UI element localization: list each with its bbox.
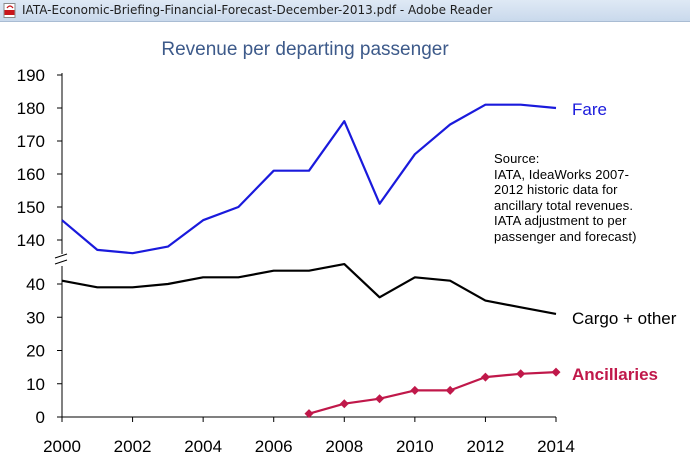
window-titlebar: IATA-Economic-Briefing-Financial-Forecas…: [0, 0, 690, 22]
chart-axes: 140 150 160 170 180 190 0 10 20 30 40 2000 2002 2004 2…: [17, 66, 575, 456]
axis-break-mark: [54, 259, 68, 265]
x-tick-label: 2006: [255, 437, 293, 456]
y-tick-label: 30: [26, 308, 45, 327]
y-tick-label: 40: [26, 275, 45, 294]
series-line-cargo: [61, 263, 557, 315]
x-tick-label: 2008: [325, 437, 363, 456]
source-note-line: IATA adjustment to per: [494, 213, 627, 228]
y-tick-label: 150: [17, 198, 45, 217]
y-tick-label: 180: [17, 99, 45, 118]
y-tick-label: 160: [17, 165, 45, 184]
x-tick-label: 2014: [537, 437, 575, 456]
data-point-ancillaries: [375, 394, 385, 404]
series-label-fare: Fare: [572, 100, 607, 119]
y-tick-label: 20: [26, 342, 45, 361]
y-tick-label: 170: [17, 132, 45, 151]
x-tick-label: 2004: [184, 437, 222, 456]
series-label-ancillaries: Ancillaries: [572, 365, 658, 384]
data-point-ancillaries: [445, 385, 455, 395]
chart-title: Revenue per departing passenger: [161, 39, 449, 60]
source-note-line: Source:: [494, 151, 540, 166]
pdf-document-icon: [3, 3, 16, 18]
source-note-line: passenger and forecast): [494, 228, 637, 244]
y-tick-label: 140: [17, 231, 45, 250]
data-point-ancillaries: [480, 372, 490, 382]
series-labels: Fare Cargo + other Ancillaries: [572, 100, 677, 384]
source-note-line: 2012 historic data for: [494, 182, 618, 197]
data-point-ancillaries: [339, 399, 349, 409]
window-title: IATA-Economic-Briefing-Financial-Forecas…: [22, 3, 493, 17]
axis-break-mark: [54, 253, 68, 259]
revenue-line-chart: Revenue per departing passenger 140 150 16…: [17, 39, 677, 456]
data-point-ancillaries: [516, 369, 526, 379]
x-tick-label: 2000: [43, 437, 81, 456]
series-line-fare: [61, 103, 557, 255]
source-note-line: IATA, IdeaWorks 2007-: [494, 166, 630, 182]
x-tick-label: 2012: [467, 437, 505, 456]
y-tick-label: 10: [26, 375, 45, 394]
y-tick-label: 0: [36, 408, 45, 427]
source-note-line: ancillary total revenues.: [494, 197, 634, 213]
data-point-ancillaries: [410, 385, 420, 395]
data-point-ancillaries: [304, 409, 314, 419]
chart-series: [61, 103, 561, 419]
data-point-ancillaries: [551, 367, 561, 377]
pdf-page-view[interactable]: Revenue per departing passenger 140 150 16…: [0, 22, 690, 466]
series-line-ancillaries: [308, 371, 557, 415]
y-tick-label: 190: [17, 66, 45, 85]
x-tick-label: 2002: [114, 437, 152, 456]
source-note: Source: IATA, IdeaWorks 2007- 2012 histo…: [494, 151, 690, 244]
series-label-cargo: Cargo + other: [572, 309, 677, 328]
x-tick-label: 2010: [396, 437, 434, 456]
